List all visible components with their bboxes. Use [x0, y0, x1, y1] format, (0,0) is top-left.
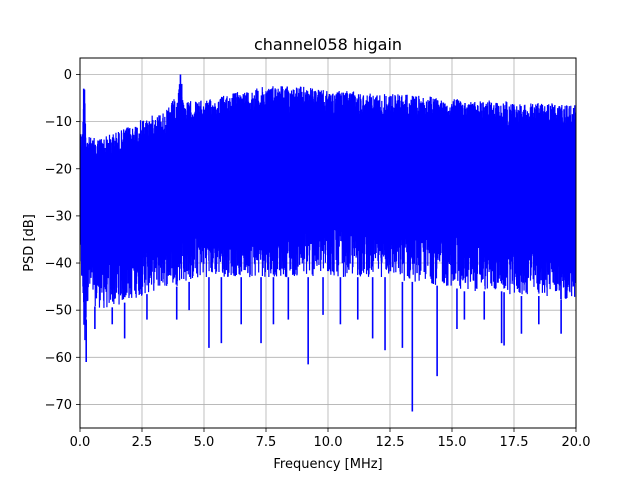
x-tick-label: 15.0: [438, 435, 467, 450]
x-axis-label: Frequency [MHz]: [273, 457, 382, 472]
psd-trace: [80, 84, 576, 341]
y-tick-label: −60: [45, 351, 72, 366]
y-tick-label: −70: [45, 398, 72, 413]
y-tick-label: −50: [45, 304, 72, 319]
series-psd: [80, 74, 576, 412]
x-tick-label: 12.5: [376, 435, 405, 450]
x-tick-label: 2.5: [132, 435, 153, 450]
y-tick-label: −20: [45, 162, 72, 177]
plot-area: [80, 74, 576, 412]
y-tick-label: −30: [45, 209, 72, 224]
chart-title: channel058 higain: [254, 35, 402, 54]
x-tick-label: 20.0: [562, 435, 591, 450]
y-tick-label: −40: [45, 257, 72, 272]
x-tick-label: 0.0: [70, 435, 91, 450]
y-axis: 0 −10 −20 −30 −40 −50 −60 −70: [45, 68, 80, 413]
x-tick-label: 10.0: [314, 435, 343, 450]
x-tick-label: 5.0: [194, 435, 215, 450]
y-tick-label: 0: [64, 68, 72, 83]
y-tick-label: −10: [45, 115, 72, 130]
y-axis-label: PSD [dB]: [22, 214, 37, 272]
x-tick-label: 7.5: [256, 435, 277, 450]
x-axis: 0.0 2.5 5.0 7.5 10.0 12.5 15.0 17.5 20.0: [70, 428, 591, 450]
x-tick-label: 17.5: [500, 435, 529, 450]
